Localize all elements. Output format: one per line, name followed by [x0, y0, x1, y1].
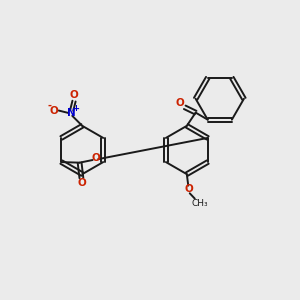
- Text: O: O: [50, 106, 59, 116]
- Text: O: O: [184, 184, 193, 194]
- Text: N: N: [67, 109, 76, 118]
- Text: +: +: [73, 104, 80, 113]
- Text: O: O: [92, 153, 100, 163]
- Text: O: O: [175, 98, 184, 108]
- Text: -: -: [47, 100, 51, 110]
- Text: CH₃: CH₃: [191, 199, 208, 208]
- Text: O: O: [77, 178, 86, 188]
- Text: O: O: [70, 90, 78, 100]
